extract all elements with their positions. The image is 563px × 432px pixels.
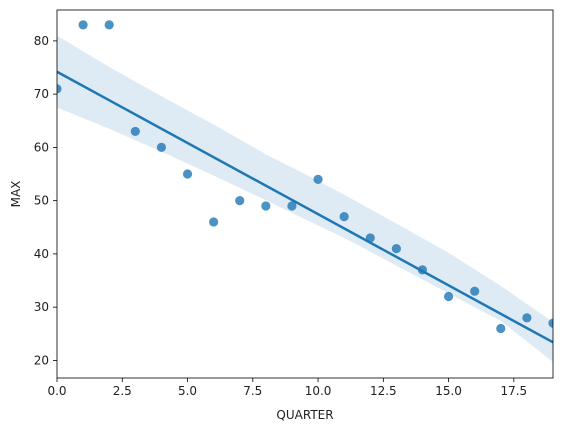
x-tick-label: 17.5 (500, 384, 527, 398)
y-tick-label: 80 (34, 34, 49, 48)
data-point (104, 20, 114, 30)
confidence-band-layer (57, 35, 553, 363)
scatter-points-layer (57, 20, 553, 334)
regression-line-layer (57, 70, 553, 344)
data-point (365, 233, 375, 243)
y-axis-label: MAX (9, 181, 23, 208)
data-point (182, 169, 193, 179)
x-tick-label: 2.5 (113, 384, 132, 398)
x-tick-label: 10.0 (305, 384, 332, 398)
data-point (443, 291, 454, 302)
x-axis-label: QUARTER (276, 408, 333, 422)
data-point (391, 243, 401, 254)
x-tick-label: 5.0 (178, 384, 197, 398)
data-point (417, 265, 428, 275)
data-point (496, 323, 506, 334)
data-point (313, 174, 323, 184)
x-tick-label: 12.5 (370, 384, 397, 398)
data-point (130, 126, 140, 137)
data-point (156, 142, 167, 153)
x-tick-label: 0.0 (47, 384, 66, 398)
data-point (57, 84, 62, 94)
data-point (470, 286, 480, 296)
y-axis-ticks: 20 30 40 50 60 70 80 (34, 34, 57, 367)
data-point (522, 313, 532, 323)
data-point (339, 212, 349, 222)
y-tick-label: 40 (34, 247, 49, 261)
data-point (78, 20, 88, 30)
x-tick-label: 15.0 (435, 384, 462, 398)
y-tick-label: 30 (34, 300, 49, 314)
plot-frame (56, 9, 554, 379)
confidence-band (57, 35, 553, 363)
y-tick-label: 20 (34, 353, 49, 367)
data-point (209, 217, 219, 227)
data-point (261, 201, 271, 211)
data-point (548, 318, 553, 328)
x-axis-ticks: 0.0 2.5 5.0 7.5 10.0 12.5 15.0 17.5 (47, 378, 527, 398)
y-tick-label: 60 (34, 140, 49, 154)
y-tick-label: 50 (34, 194, 49, 208)
data-point (287, 201, 297, 211)
data-point (235, 196, 245, 206)
regression-line (57, 70, 553, 344)
x-tick-label: 7.5 (243, 384, 262, 398)
y-tick-label: 70 (34, 87, 49, 101)
